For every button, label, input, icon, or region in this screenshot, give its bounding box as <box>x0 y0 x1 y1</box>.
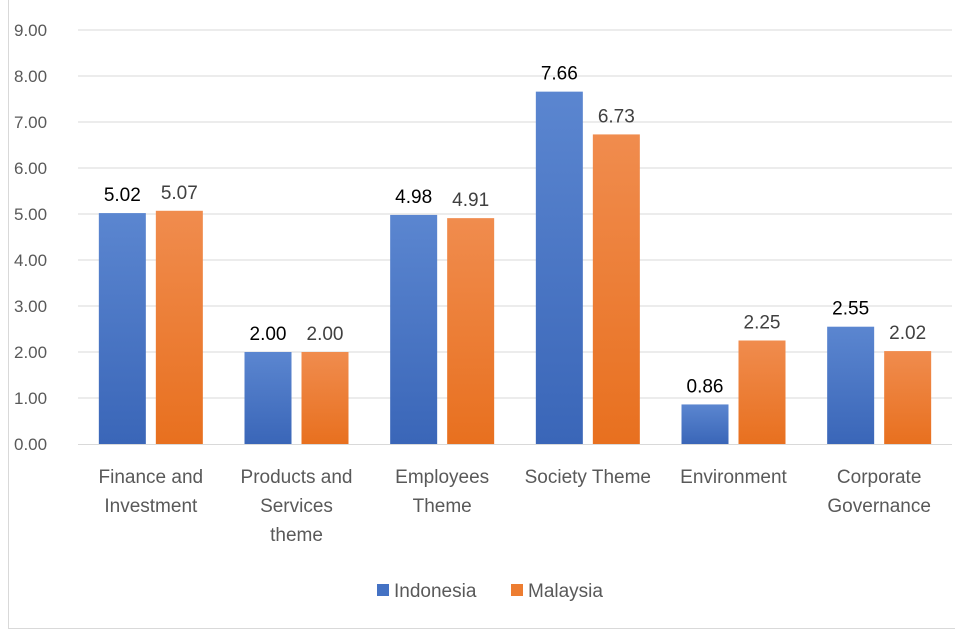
y-tick-label: 8.00 <box>14 67 47 86</box>
legend-label: Malaysia <box>528 581 603 602</box>
bar-indonesia <box>681 404 729 444</box>
y-tick-label: 4.00 <box>14 251 47 270</box>
data-label: 5.07 <box>161 183 198 204</box>
data-label: 7.66 <box>541 64 578 85</box>
legend-label: Indonesia <box>394 581 477 602</box>
y-tick-label: 3.00 <box>14 297 47 316</box>
data-label: 2.02 <box>889 323 926 344</box>
category-label: Environment <box>680 467 787 488</box>
y-axis-ticks: 0.00 1.00 2.00 3.00 4.00 5.00 6.00 7.00 8.00 9.00 <box>14 21 47 454</box>
bar-malaysia <box>301 352 349 444</box>
y-tick-label: 9.00 <box>14 21 47 40</box>
legend-swatch <box>377 584 389 596</box>
y-tick-label: 2.00 <box>14 343 47 362</box>
data-label: 4.98 <box>395 187 432 208</box>
bars <box>98 91 932 445</box>
bar-malaysia <box>884 351 932 444</box>
data-label: 2.25 <box>744 313 781 334</box>
data-label: 2.00 <box>307 324 344 345</box>
bar-indonesia <box>827 326 875 444</box>
bar-malaysia <box>592 134 640 445</box>
data-label: 6.73 <box>598 106 635 127</box>
data-label: 0.86 <box>687 376 724 397</box>
category-label: Corporate Governance <box>827 467 931 517</box>
bar-malaysia <box>155 210 203 444</box>
y-tick-label: 0.00 <box>14 435 47 454</box>
category-label: Employees Theme <box>395 467 489 517</box>
data-label: 2.00 <box>250 324 287 345</box>
data-label: 4.91 <box>452 190 489 211</box>
x-axis: Finance and Investment Products and Service… <box>78 444 952 546</box>
y-tick-label: 1.00 <box>14 389 47 408</box>
bar-malaysia <box>447 218 495 444</box>
data-labels: 5.02 5.07 2.00 2.00 4.98 4.91 7.66 6.73 0.86 2.25… <box>104 64 926 398</box>
legend-swatch <box>511 584 523 596</box>
bar-indonesia <box>98 213 146 444</box>
gridlines <box>78 29 952 399</box>
category-label: Products and Services theme <box>241 467 353 546</box>
data-label: 5.02 <box>104 185 141 206</box>
bar-indonesia <box>390 214 438 444</box>
category-label: Finance and Investment <box>99 467 204 517</box>
legend: Indonesia Malaysia <box>377 581 603 602</box>
y-tick-label: 7.00 <box>14 113 47 132</box>
data-label: 2.55 <box>832 299 869 320</box>
category-label: Society Theme <box>525 467 651 488</box>
y-tick-label: 6.00 <box>14 159 47 178</box>
bar-malaysia <box>738 340 786 444</box>
bar-indonesia <box>244 352 292 444</box>
y-tick-label: 5.00 <box>14 205 47 224</box>
bar-indonesia <box>535 91 583 444</box>
